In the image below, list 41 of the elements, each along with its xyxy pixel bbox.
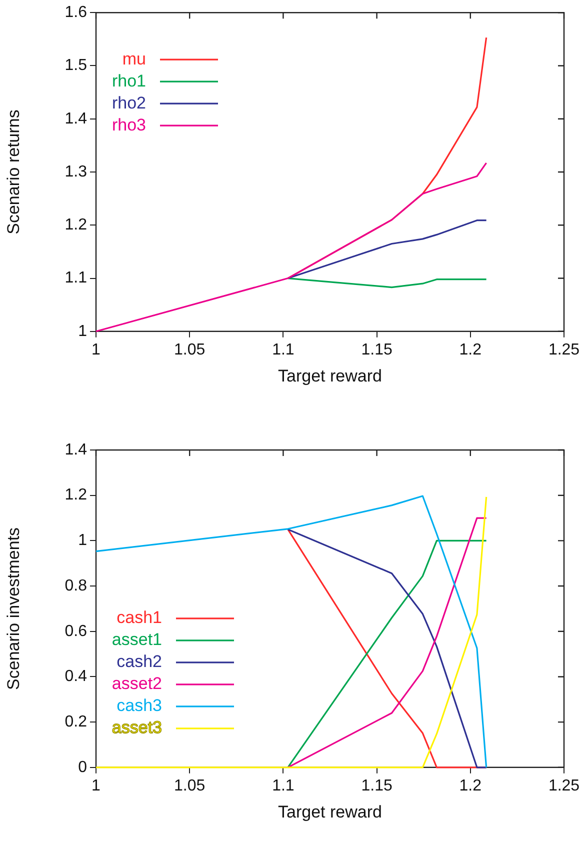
y-tick-label: 1.1 <box>64 270 88 287</box>
y-tick-label: 1.2 <box>64 486 88 504</box>
y-tick-label: 1.4 <box>64 441 88 458</box>
y-tick-label: 1.3 <box>64 163 88 180</box>
x-tick-label: 1.15 <box>361 777 392 794</box>
legend-label: rho3 <box>112 115 146 134</box>
legend-label: rho2 <box>112 93 146 112</box>
x-tick-label: 1.25 <box>548 341 580 358</box>
x-tick-label: 1 <box>92 341 101 358</box>
x-tick-label: 1.15 <box>361 341 392 358</box>
x-tick-label: 1.25 <box>548 777 580 794</box>
x-tick-label: 1.1 <box>272 777 294 794</box>
x-axis-title: Target reward <box>278 802 382 822</box>
x-tick-label: 1.05 <box>174 341 206 358</box>
legend-label: mu <box>122 49 146 68</box>
legend-label: asset2 <box>112 674 162 694</box>
y-tick-label: 1.5 <box>64 57 88 74</box>
legend-label: asset3 <box>112 718 162 738</box>
y-axis-title: Scenario returns <box>4 110 23 234</box>
legend-label: cash2 <box>116 652 162 672</box>
y-tick-label: 0.4 <box>64 668 88 686</box>
x-tick-label: 1.1 <box>272 341 294 358</box>
x-tick-label: 1.05 <box>174 777 206 794</box>
y-tick-label: 0.2 <box>64 713 88 730</box>
y-tick-label: 1 <box>78 532 88 550</box>
y-axis-title: Scenario investments <box>4 527 23 690</box>
y-tick-label: 0 <box>78 758 88 776</box>
legend-label: cash3 <box>116 696 162 716</box>
legend-label: rho1 <box>112 71 146 90</box>
y-tick-label: 1.2 <box>64 216 88 234</box>
y-tick-label: 0.6 <box>64 622 88 640</box>
legend-label: asset1 <box>112 630 162 650</box>
y-tick-label: 1.4 <box>64 110 88 128</box>
y-tick-label: 0.8 <box>64 577 88 594</box>
x-tick-label: 1.2 <box>459 341 482 358</box>
y-tick-label: 1 <box>78 322 88 340</box>
y-tick-label: 1.6 <box>64 4 88 22</box>
x-tick-label: 1 <box>92 777 101 794</box>
x-tick-label: 1.2 <box>459 777 482 794</box>
legend-label: cash1 <box>116 608 162 628</box>
x-axis-title: Target reward <box>278 366 382 386</box>
